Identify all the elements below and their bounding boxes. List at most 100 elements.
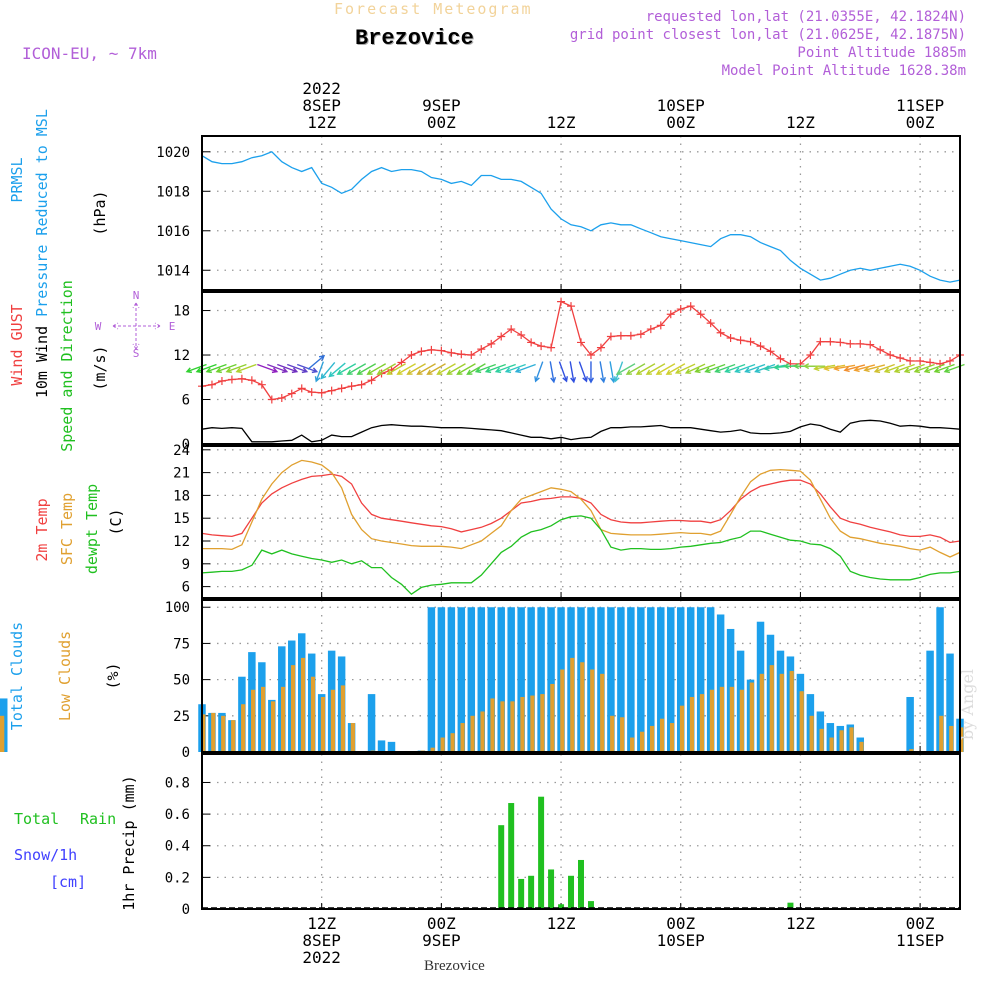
precip-rain-label: Rain xyxy=(80,810,116,828)
bottom-time-label: 8SEP xyxy=(302,931,341,950)
bar-total-clouds xyxy=(507,607,515,752)
bar-total-clouds xyxy=(676,607,685,752)
bar-total-rain xyxy=(787,902,794,909)
bar-total-rain xyxy=(498,825,505,909)
wind-direction-arrow xyxy=(225,363,247,374)
bar-total-rain xyxy=(538,796,545,909)
bar-low-clouds xyxy=(460,723,465,752)
y-tick-label: 1020 xyxy=(156,145,190,161)
gust-marker xyxy=(656,321,665,330)
wind-direction-arrow xyxy=(504,363,526,374)
wind-direction-arrow xyxy=(257,363,279,374)
top-time-label: 00Z xyxy=(666,113,695,132)
wind-direction-arrow xyxy=(235,363,257,374)
wind-direction-arrow xyxy=(436,363,456,375)
gust-marker xyxy=(357,380,366,389)
clouds-unit: (%) xyxy=(104,662,122,689)
precip-snow-label: Snow/1h xyxy=(14,846,77,864)
bar-total-clouds xyxy=(657,607,665,752)
gust-marker xyxy=(457,350,466,359)
wind-direction-arrow xyxy=(655,363,676,375)
gust-marker xyxy=(836,338,845,347)
bar-total-rain xyxy=(518,878,525,909)
model-point-altitude: Model Point Altitude 1628.38m xyxy=(721,63,966,79)
pressure-label-long: Pressure Reduced to MSL xyxy=(33,109,51,317)
bar-low-clouds xyxy=(759,673,764,752)
wind-direction-arrow xyxy=(569,361,577,384)
wind-direction-arrow xyxy=(599,361,606,384)
bar-total-clouds xyxy=(477,607,486,752)
top-time-label: 00Z xyxy=(427,113,456,132)
top-time-label: 8SEP xyxy=(302,96,341,115)
bar-low-clouds xyxy=(440,737,445,752)
wind-direction-arrow xyxy=(943,363,965,374)
gust-marker xyxy=(716,328,725,337)
bar-low-clouds xyxy=(520,696,525,752)
wind-direction-arrow xyxy=(456,363,476,375)
series-line-dewpt-temp xyxy=(201,515,961,596)
gust-marker xyxy=(866,340,875,349)
bar-low-clouds xyxy=(530,695,535,752)
panel-wind: 0 6 12 18 xyxy=(173,291,965,453)
gust-marker xyxy=(826,337,835,346)
bar-low-clouds xyxy=(749,682,754,752)
bar-low-clouds xyxy=(550,683,555,752)
y-tick-label: 75 xyxy=(173,636,190,652)
bar-low-clouds xyxy=(290,665,296,752)
gust-marker xyxy=(776,354,785,363)
precip-unit: 1hr Precip (mm) xyxy=(120,775,138,910)
bar-low-clouds xyxy=(590,669,595,752)
gust-marker xyxy=(447,348,456,357)
gust-marker xyxy=(557,297,566,306)
y-tick-label: 1016 xyxy=(156,224,190,240)
bar-total-clouds xyxy=(936,607,944,752)
wind-direction-arrow xyxy=(734,363,756,374)
gust-marker xyxy=(756,342,765,351)
wind-direction-arrow xyxy=(549,361,557,384)
y-tick-label: 1014 xyxy=(156,263,190,279)
wind-direction-arrow xyxy=(314,361,324,383)
gust-marker xyxy=(487,339,496,348)
gust-marker xyxy=(926,358,935,367)
wind-direction-arrow xyxy=(923,363,945,374)
wind-direction-arrow xyxy=(674,363,696,374)
bar-low-clouds xyxy=(270,701,276,752)
top-time-label: 2022 xyxy=(302,79,341,98)
series-line-10m-wind xyxy=(201,419,961,443)
gust-marker xyxy=(916,356,925,365)
wind-direction-arrow xyxy=(328,362,346,378)
wind-direction-arrow xyxy=(494,363,516,374)
bar-total-clouds xyxy=(467,607,476,752)
gust-marker xyxy=(317,388,326,397)
top-time-label: 00Z xyxy=(906,113,935,132)
pressure-label: PRMSL xyxy=(8,157,26,202)
wind-direction-arrow xyxy=(843,364,866,373)
gust-marker xyxy=(816,337,825,346)
gust-marker xyxy=(297,384,306,393)
gust-marker xyxy=(527,338,536,347)
bar-low-clouds xyxy=(340,685,345,752)
bar-total-rain xyxy=(578,859,584,909)
wind-direction-arrow xyxy=(853,364,876,373)
bar-low-clouds xyxy=(470,715,475,752)
bottom-time-label: 9SEP xyxy=(422,931,461,950)
y-tick-label: 0.4 xyxy=(165,839,190,855)
bar-low-clouds xyxy=(251,689,256,752)
bar-total-clouds xyxy=(906,696,914,752)
gust-marker xyxy=(946,356,955,365)
wind-direction-arrow xyxy=(474,363,496,374)
point-altitude: Point Altitude 1885m xyxy=(797,45,966,61)
bar-low-clouds xyxy=(480,711,485,752)
bar-total-clouds xyxy=(447,607,456,752)
bar-total-rain xyxy=(508,803,515,909)
gust-marker xyxy=(507,325,516,334)
bar-low-clouds xyxy=(779,673,784,752)
bar-low-clouds xyxy=(430,747,435,752)
bar-low-clouds xyxy=(0,715,5,752)
gust-marker xyxy=(676,305,685,314)
gust-marker xyxy=(766,347,775,356)
gust-marker xyxy=(696,310,705,319)
bar-low-clouds xyxy=(829,737,834,752)
compass-south: S xyxy=(133,347,140,360)
